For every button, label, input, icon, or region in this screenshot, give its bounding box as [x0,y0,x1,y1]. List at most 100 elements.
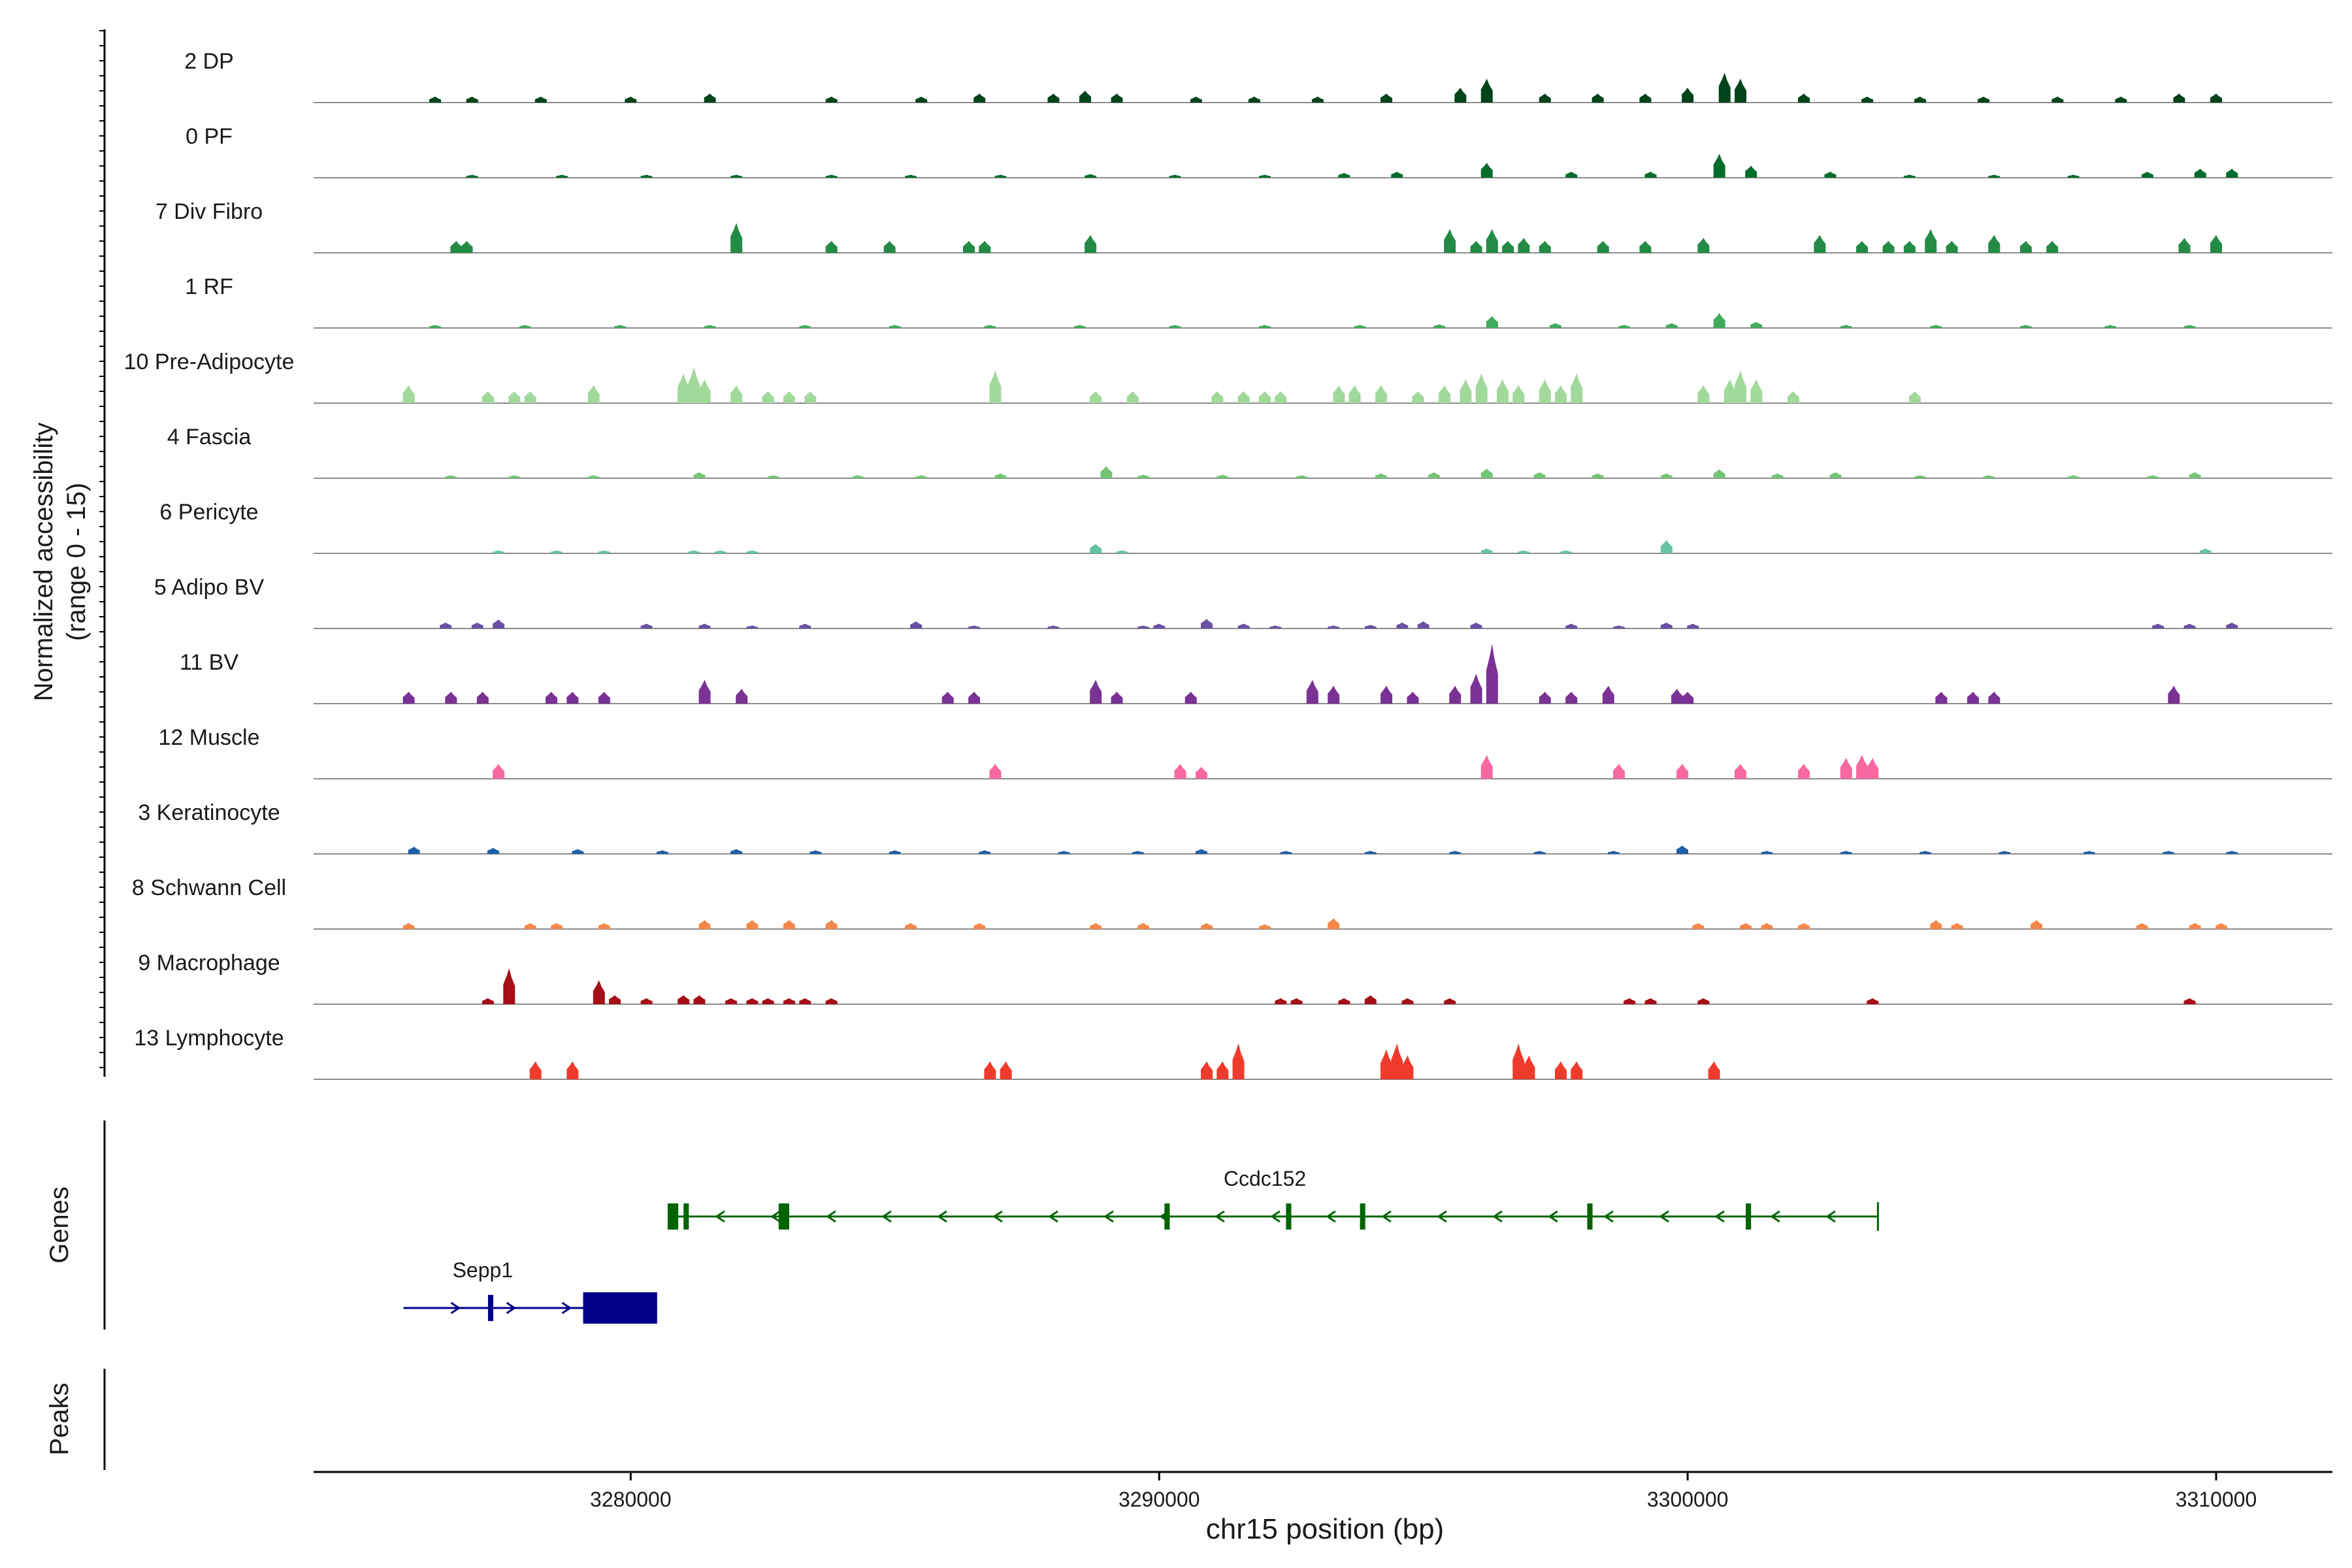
coverage-peak [598,691,610,704]
coverage-peak [1930,920,1942,929]
coverage-peak [910,621,923,629]
coverage-peak [1328,625,1340,629]
coverage-peak [730,849,743,854]
gene-ccdc152: Ccdc152 [667,1167,1879,1231]
coverage-peak [1798,93,1810,103]
track-3-keratinocyte: 3 Keratinocyte [138,800,2332,855]
coverage-peak [1607,851,1620,854]
coverage-peak [1085,235,1097,253]
exon [1746,1203,1752,1230]
track-8-schwann-cell: 8 Schwann Cell [132,875,2332,930]
track-label: 11 BV [180,650,238,675]
coverage-peak [2215,923,2228,929]
coverage-peak [905,174,917,178]
coverage-peak [762,391,774,403]
track-6-pericyte: 6 Pericyte [159,500,2332,554]
coverage-peak [2199,548,2212,553]
coverage-peak [783,920,796,929]
coverage-peak [825,174,838,178]
coverage-peak [1565,171,1578,178]
coverage-peak [493,619,505,629]
coverage-peak [1211,391,1224,403]
strand-arrow [1603,1210,1614,1223]
coverage-peak [1296,475,1308,478]
coverage-peak [1571,1061,1583,1079]
coverage-peak [1090,923,1102,929]
coverage-peak [1660,622,1673,629]
coverage-peak [519,325,531,328]
coverage-peak [1391,171,1403,178]
coverage-peak [1201,1061,1213,1079]
coverage-peak [1798,764,1810,779]
coverage-peak [1275,998,1287,1004]
gene-label: Ccdc152 [1224,1167,1306,1190]
coverage-peak [1058,851,1070,854]
coverage-peak [1682,691,1694,704]
coverage-peak [1644,171,1657,178]
coverage-peak [1597,240,1609,253]
coverage-peak [1100,466,1113,478]
coverage-peak [1903,174,1916,178]
coverage-peak [1380,1049,1393,1079]
coverage-peak [1090,544,1102,553]
coverage-peak [1735,764,1747,779]
coverage-peak [1153,623,1166,629]
track-label: 10 Pre-Adipocyte [124,350,295,374]
coverage-peak [1047,93,1060,103]
coverage-peak [476,691,489,704]
coverage-peak [746,998,759,1004]
coverage-peak [482,998,494,1004]
coverage-peak [1713,154,1725,178]
coverage-peak [2163,851,2175,854]
strand-arrow [1048,1210,1058,1223]
coverage-peak [1237,391,1250,403]
coverage-peak [1085,174,1097,178]
coverage-peak [640,174,653,178]
coverage-peak [2115,96,2127,103]
strand-arrow [1714,1210,1725,1223]
coverage-peak [968,691,981,704]
coverage-peak [1735,370,1747,403]
exon [683,1203,689,1230]
track-0-pf: 0 PF [186,124,2332,178]
coverage-peak [598,550,610,553]
coverage-ylabel-line1: Normalized accessibility [29,423,58,702]
coverage-peak [1697,238,1710,253]
coverage-peak [1486,229,1498,253]
coverage-peak [1988,691,2001,704]
x-tick-label: 3310000 [2176,1488,2257,1511]
coverage-peak [1840,851,1852,854]
coverage-peak [1259,174,1271,178]
coverage-peak [1978,96,1990,103]
coverage-peak [725,998,738,1004]
strand-arrow [1437,1210,1447,1223]
coverage-peak [529,1061,542,1079]
coverage-peak [1470,622,1482,629]
coverage-peak [1935,691,1948,704]
coverage-peak [1111,93,1123,103]
coverage-ylabel-line2: (range 0 - 15) [62,483,91,641]
coverage-peak [1539,379,1551,403]
track-label: 8 Schwann Cell [132,875,286,900]
track-label: 0 PF [186,124,233,149]
coverage-peak [1217,1061,1229,1079]
track-label: 12 Muscle [159,725,260,750]
coverage-peak [1539,691,1551,704]
coverage-peak [1417,621,1429,629]
coverage-peak [1840,325,1852,328]
strand-arrow [1825,1210,1836,1223]
exon [1360,1203,1365,1230]
coverage-peak [1840,757,1852,779]
coverage-peak [941,691,954,704]
coverage-peak [1723,379,1736,403]
coverage-peak [1073,325,1086,328]
coverage-peak [1497,379,1509,403]
coverage-peak [762,998,774,1004]
strand-arrow [770,1210,781,1223]
coverage-peak [883,240,896,253]
coverage-peak [1735,78,1747,103]
coverage-peak [984,325,996,328]
coverage-peak [1713,469,1725,478]
coverage-peak [704,93,716,103]
